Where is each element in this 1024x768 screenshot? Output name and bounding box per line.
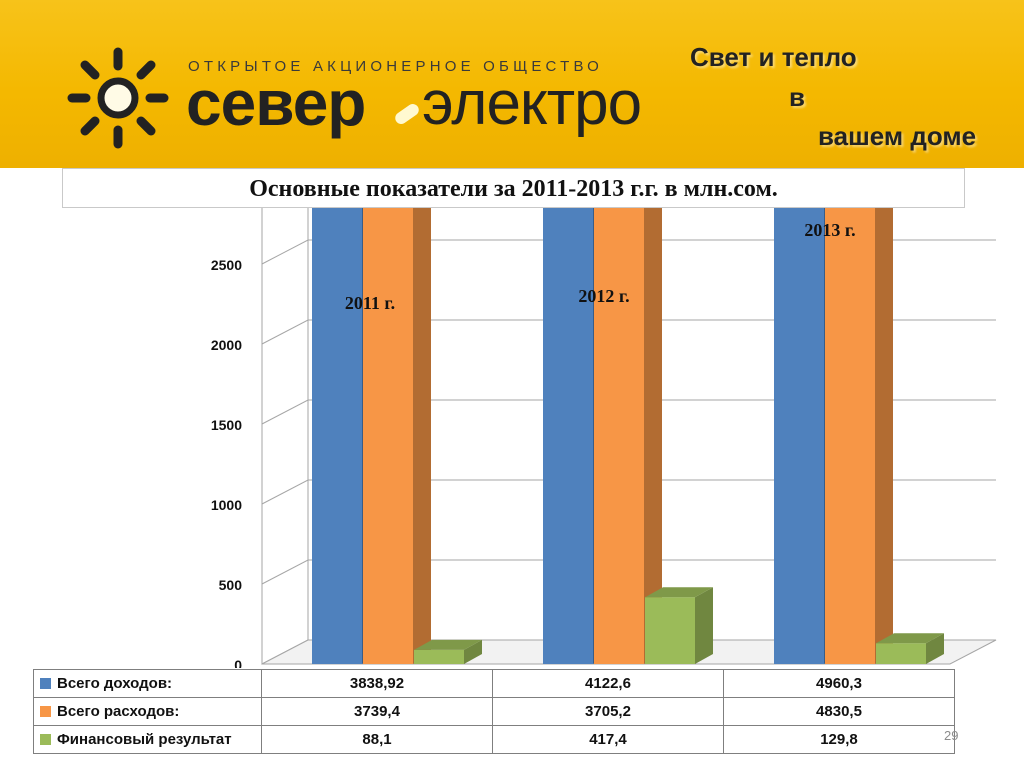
chart-title: Основные показатели за 2011-2013 г.г. в … (249, 176, 778, 202)
y-tick-label: 2500 (211, 257, 242, 273)
bar-side (464, 639, 482, 664)
table-row: Всего расходов: 3739,4 3705,2 4830,5 (33, 697, 955, 726)
bar-front (414, 649, 464, 664)
bar (414, 639, 482, 664)
company-type-label: ОТКРЫТОЕ АКЦИОНЕРНОЕ ОБЩЕСТВО (188, 58, 604, 75)
gridline (261, 559, 996, 585)
data-cell: 417,4 (492, 725, 724, 754)
slogan-line-2: в (789, 82, 805, 112)
bar (594, 208, 662, 665)
y-tick-label: 1000 (211, 497, 242, 513)
bar-side (875, 208, 893, 664)
legend-swatch (40, 734, 51, 745)
chart-bars (312, 208, 944, 665)
category-label: 2013 г. (804, 220, 855, 240)
gridline (261, 399, 996, 425)
table-row: Финансовый результат 88,1 417,4 129,8 (33, 725, 955, 754)
bar (825, 208, 893, 664)
series-label: Всего доходов: (33, 669, 262, 698)
chart-title-box: Основные показатели за 2011-2013 г.г. в … (62, 168, 965, 208)
bar-front (543, 208, 593, 664)
bar-front (594, 208, 644, 665)
bar (645, 587, 713, 664)
bar-side (413, 208, 431, 664)
bar-side (695, 587, 713, 664)
side-wall (261, 208, 309, 665)
bar-side (644, 208, 662, 664)
y-tick-label: 2000 (211, 337, 242, 353)
data-cell: 129,8 (723, 725, 955, 754)
data-cell: 4960,3 (723, 669, 955, 698)
data-cell: 4122,6 (492, 669, 724, 698)
bar-front (312, 208, 362, 664)
bar (876, 633, 944, 664)
bar-top (876, 633, 944, 644)
data-cell: 88,1 (261, 725, 493, 754)
bar (363, 208, 431, 665)
y-axis-ticks: 0500100015002000250030003500400045005000 (211, 257, 243, 668)
gridline (261, 239, 996, 265)
slogan-line-3: вашем доме (818, 121, 977, 151)
page-number: 29 (944, 728, 959, 743)
category-labels: 2011 г. 2012 г. 2013 г. (345, 220, 856, 313)
slogan-line-1: Свет и тепло (690, 42, 857, 72)
brand-dash (392, 101, 422, 127)
brand-name-part2: электро (422, 69, 642, 138)
category-label: 2011 г. (345, 293, 395, 313)
data-cell: 3838,92 (261, 669, 493, 698)
series-name: Всего расходов: (57, 703, 180, 720)
bar-front (363, 208, 413, 665)
sun-icon (67, 47, 169, 149)
bar-front (825, 208, 875, 664)
series-name: Финансовый результат (57, 731, 232, 748)
series-label: Всего расходов: (33, 697, 262, 726)
bar-front (645, 597, 695, 664)
bar-front (774, 208, 824, 664)
y-tick-label: 1500 (211, 417, 242, 433)
data-cell: 3705,2 (492, 697, 724, 726)
data-cell: 4830,5 (723, 697, 955, 726)
y-tick-label: 500 (219, 577, 243, 593)
category-label: 2012 г. (578, 286, 629, 306)
bar-top (645, 587, 713, 598)
gridline (261, 479, 996, 505)
data-cell: 3739,4 (261, 697, 493, 726)
y-tick-label: 0 (234, 657, 242, 668)
series-name: Всего доходов: (57, 675, 173, 692)
legend-swatch (40, 678, 51, 689)
brand-name-part1: север (186, 67, 366, 139)
gridline (261, 319, 996, 345)
bar-front (876, 643, 926, 664)
data-table: Всего доходов: 3838,92 4122,6 4960,3 Всего р… (33, 669, 955, 754)
table-row: Всего доходов: 3838,92 4122,6 4960,3 (33, 669, 955, 698)
legend-swatch (40, 706, 51, 717)
bar-side (926, 633, 944, 664)
chart-plot: 0500100015002000250030003500400045005000… (211, 208, 997, 668)
bar-top (414, 639, 482, 650)
header-banner: ОТКРЫТОЕ АКЦИОНЕРНОЕ ОБЩЕСТВО север элек… (0, 0, 1024, 168)
series-label: Финансовый результат (33, 725, 262, 754)
